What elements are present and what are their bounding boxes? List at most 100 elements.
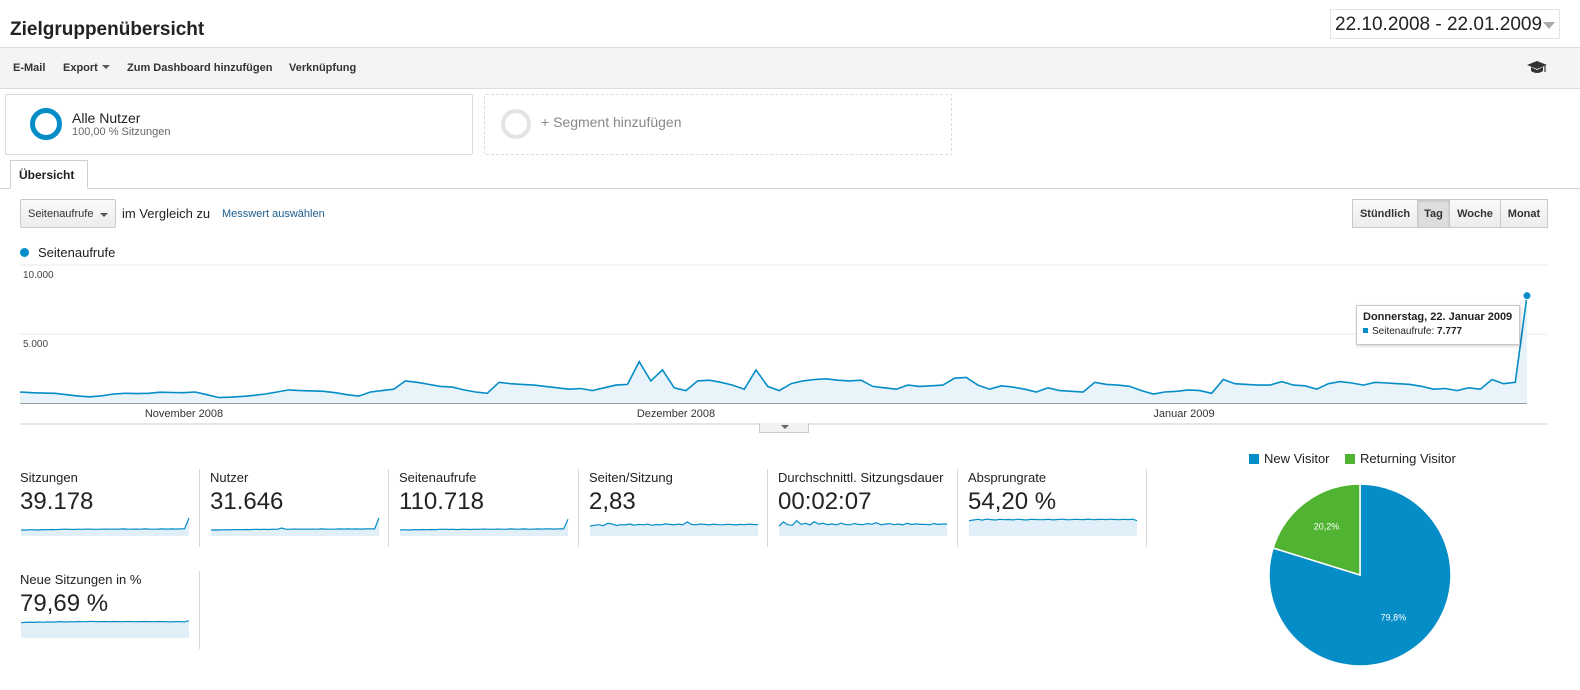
sparkline-line: [778, 519, 948, 527]
series-color-swatch: [1363, 328, 1368, 333]
metric-tile-pageviews[interactable]: Seitenaufrufe 110.718: [399, 470, 579, 548]
tooltip-series: Seitenaufrufe:: [1372, 326, 1435, 337]
export-label: Export: [63, 62, 98, 74]
sparkline: [589, 521, 759, 536]
legend-swatch: [1345, 454, 1355, 464]
segment-all-users[interactable]: Alle Nutzer 100,00 % Sitzungen: [5, 94, 473, 155]
metric-tile-users[interactable]: Nutzer 31.646: [210, 470, 390, 548]
tooltip-title: Donnerstag, 22. Januar 2009: [1363, 311, 1513, 323]
caret-down-icon: [781, 425, 789, 429]
pageviews-line-chart[interactable]: 10.000 5.000 November 2008 Dezember 2008 Jan…: [0, 260, 1580, 435]
metric-value: 2,83: [589, 488, 636, 515]
add-to-dashboard-button[interactable]: Zum Dashboard hinzufügen: [127, 62, 273, 74]
metric-label: Sitzungen: [20, 470, 78, 485]
y-tick-label: 10.000: [23, 270, 54, 281]
metric-tile-sessions[interactable]: Sitzungen 39.178: [20, 470, 200, 548]
metric-value: 54,20 %: [968, 488, 1057, 515]
report-toolbar: E-Mail Export Zum Dashboard hinzufügen V…: [0, 48, 1580, 89]
series-legend-label: Seitenaufrufe: [38, 245, 116, 260]
chevron-down-icon: [1543, 22, 1555, 29]
pie-slice-label: 79,8%: [1381, 612, 1407, 622]
tile-divider: [388, 469, 389, 547]
shortcut-button[interactable]: Verknüpfung: [289, 62, 357, 74]
series-line: [19, 295, 1528, 399]
pie-legend-new-visitor[interactable]: New Visitor: [1249, 451, 1330, 466]
metric-label: Neue Sitzungen in %: [20, 572, 142, 587]
tile-divider: [1146, 469, 1147, 547]
sparkline: [968, 518, 1138, 536]
sparkline-line: [210, 517, 380, 531]
sparkline-area: [779, 520, 947, 536]
add-segment-button[interactable]: + Segment hinzufügen: [484, 94, 952, 155]
granularity-hourly[interactable]: Stündlich: [1352, 199, 1418, 228]
segment-sessions-share: 100,00 % Sitzungen: [72, 126, 171, 138]
sparkline-area: [211, 518, 379, 536]
metric-label: Seiten/Sitzung: [589, 470, 673, 485]
metric-tile-bounce-rate[interactable]: Absprungrate 54,20 %: [968, 470, 1148, 548]
series-legend-dot: [20, 248, 29, 257]
metric-value: 110.718: [399, 488, 484, 515]
sparkline: [20, 620, 190, 638]
page-title: Zielgruppenübersicht: [10, 19, 205, 40]
caret-down-icon: [100, 213, 108, 217]
granularity-day[interactable]: Tag: [1417, 199, 1450, 228]
sparkline-area: [590, 522, 758, 536]
sparkline-area: [969, 519, 1137, 536]
date-range-selector[interactable]: 22.10.2008 - 22.01.2009: [1330, 9, 1560, 39]
sparkline-line: [589, 521, 759, 527]
highlight-point[interactable]: [1522, 291, 1532, 301]
pie-legend-label: New Visitor: [1264, 451, 1330, 466]
y-tick-label: 5.000: [23, 339, 48, 350]
tile-divider: [199, 469, 200, 547]
legend-swatch: [1249, 454, 1259, 464]
x-tick-label: Dezember 2008: [637, 408, 715, 420]
x-tick-label: Januar 2009: [1153, 408, 1214, 420]
graduation-cap-icon[interactable]: [1526, 60, 1548, 76]
segment-name: Alle Nutzer: [72, 110, 141, 126]
metric-tile-new-sessions[interactable]: Neue Sitzungen in % 79,69 %: [20, 572, 200, 650]
pie-legend-label: Returning Visitor: [1360, 451, 1456, 466]
series-area: [20, 295, 1527, 403]
tile-divider: [957, 469, 958, 547]
metric-tile-pages-per-session[interactable]: Seiten/Sitzung 2,83: [589, 470, 769, 548]
metric-label: Durchschnittl. Sitzungsdauer: [778, 470, 944, 485]
metric-value: 31.646: [210, 488, 284, 515]
metric-select[interactable]: Seitenaufrufe: [20, 199, 116, 228]
sparkline: [778, 519, 948, 536]
metric-label: Seitenaufrufe: [399, 470, 477, 485]
sparkline-line: [399, 519, 569, 531]
date-range-label: 22.10.2008 - 22.01.2009: [1335, 14, 1543, 35]
caret-down-icon: [101, 65, 110, 69]
page-header: Zielgruppenübersicht 22.10.2008 - 22.01.…: [0, 0, 1580, 48]
granularity-week[interactable]: Woche: [1449, 199, 1501, 228]
compare-label: im Vergleich zu: [122, 206, 211, 221]
segment-placeholder-ring-icon: [501, 109, 531, 139]
visitor-type-pie-chart[interactable]: 79,8% 20,2%: [1265, 480, 1455, 670]
collapse-chart-button[interactable]: [759, 423, 809, 433]
tooltip-row: Seitenaufrufe: 7.777: [1363, 326, 1513, 337]
email-button[interactable]: E-Mail: [13, 62, 46, 74]
pie-slice[interactable]: [1272, 483, 1361, 577]
metric-label: Nutzer: [210, 470, 249, 485]
pie-legend-returning-visitor[interactable]: Returning Visitor: [1345, 451, 1456, 466]
tooltip-value: 7.777: [1437, 326, 1463, 337]
segment-ring-icon: [30, 108, 62, 140]
metric-label: Absprungrate: [968, 470, 1047, 485]
metric-value: 00:02:07: [778, 488, 872, 515]
sparkline: [210, 517, 380, 536]
sparkline-line: [20, 620, 190, 624]
metric-tile-avg-session-duration[interactable]: Durchschnittl. Sitzungsdauer 00:02:07: [778, 470, 958, 548]
pie-slice-label: 20,2%: [1314, 522, 1340, 532]
tab-overview[interactable]: Übersicht: [10, 160, 88, 189]
sparkline: [21, 517, 190, 536]
sparkline-line: [968, 518, 1138, 522]
export-button[interactable]: Export: [63, 62, 110, 74]
tab-divider: [0, 188, 1580, 189]
tile-divider: [767, 469, 768, 547]
select-metric-link[interactable]: Messwert auswählen: [222, 208, 325, 220]
sparkline-line: [21, 517, 190, 531]
granularity-month[interactable]: Monat: [1500, 199, 1548, 228]
tile-divider: [578, 469, 579, 547]
metric-value: 39.178: [20, 488, 94, 515]
sparkline-area: [21, 620, 189, 638]
